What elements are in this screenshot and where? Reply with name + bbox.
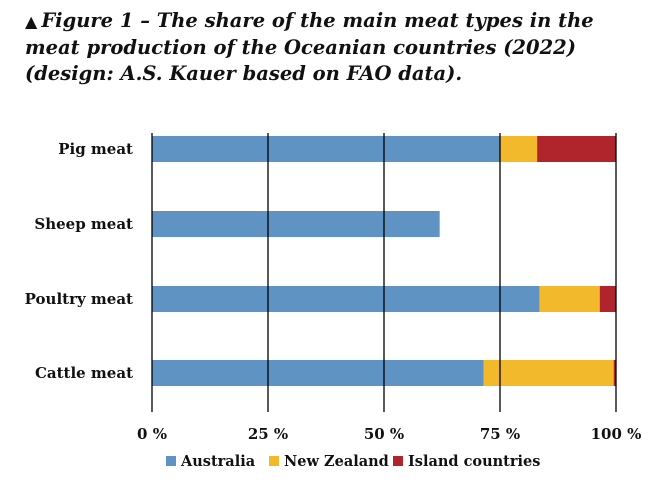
x-tick-label: 100 %	[591, 425, 642, 443]
bar-poultry-meat-island-countries	[599, 286, 616, 312]
x-tick-label: 25 %	[248, 425, 288, 443]
legend-swatch-australia	[166, 456, 176, 466]
x-tick-label: 0 %	[137, 425, 167, 443]
legend-swatch-island-countries	[393, 456, 403, 466]
bar-cattle-meat-new-zealand	[483, 360, 614, 386]
legend-label: New Zealand	[284, 453, 389, 470]
bar-pig-meat-island-countries	[537, 136, 616, 162]
bar-pig-meat-australia	[152, 136, 500, 162]
x-tick-label: 75 %	[480, 425, 520, 443]
bar-sheep-meat-australia	[152, 211, 440, 237]
x-tick-label: 50 %	[364, 425, 404, 443]
bar-cattle-meat-australia	[152, 360, 484, 386]
legend-swatch-new-zealand	[269, 456, 279, 466]
legend-label: Australia	[180, 453, 256, 470]
category-label: Cattle meat	[35, 364, 133, 382]
title-line-2: meat production of the Oceanian countrie…	[25, 36, 576, 59]
title-line-1: Figure 1 – The share of the main meat ty…	[41, 9, 594, 32]
bar-cattle-meat-island-countries	[613, 360, 616, 386]
bar-pig-meat-new-zealand	[500, 136, 538, 162]
category-label: Pig meat	[58, 140, 133, 158]
category-label: Sheep meat	[34, 215, 133, 233]
triangle-icon: ▲	[25, 12, 38, 31]
bar-poultry-meat-new-zealand	[539, 286, 600, 312]
category-label: Poultry meat	[25, 290, 133, 308]
bar-poultry-meat-australia	[152, 286, 540, 312]
legend-label: Island countries	[408, 453, 540, 470]
title-line-3: (design: A.S. Kauer based on FAO data).	[25, 62, 463, 85]
chart-title: ▲ Figure 1 – The share of the main meat t…	[25, 8, 625, 87]
